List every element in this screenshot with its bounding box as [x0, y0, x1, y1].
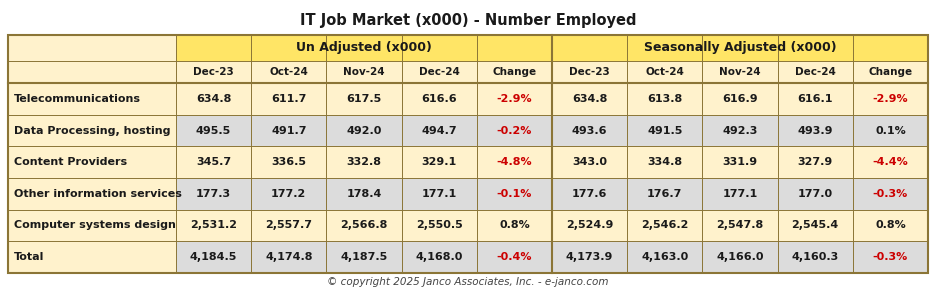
Text: 492.3: 492.3 — [723, 125, 757, 135]
Bar — [8, 35, 176, 83]
Text: 4,174.8: 4,174.8 — [265, 252, 313, 262]
Text: Total: Total — [14, 252, 44, 262]
Text: © copyright 2025 Janco Associates, Inc. - e-janco.com: © copyright 2025 Janco Associates, Inc. … — [328, 277, 608, 287]
Text: -4.8%: -4.8% — [497, 157, 533, 167]
Text: 343.0: 343.0 — [572, 157, 607, 167]
Text: Telecommunications: Telecommunications — [14, 94, 141, 104]
Text: Oct-24: Oct-24 — [270, 67, 308, 77]
Text: 2,545.4: 2,545.4 — [792, 220, 839, 230]
Text: 4,187.5: 4,187.5 — [341, 252, 388, 262]
Text: 177.3: 177.3 — [196, 189, 231, 199]
Text: 493.6: 493.6 — [572, 125, 607, 135]
Text: 177.1: 177.1 — [421, 189, 457, 199]
Text: Dec-23: Dec-23 — [569, 67, 610, 77]
Text: 494.7: 494.7 — [421, 125, 457, 135]
Text: Dec-23: Dec-23 — [193, 67, 234, 77]
Text: 0.1%: 0.1% — [875, 125, 906, 135]
Bar — [8, 61, 928, 83]
Bar — [8, 146, 176, 178]
Bar — [8, 241, 176, 273]
Text: 331.9: 331.9 — [723, 157, 757, 167]
Text: 0.8%: 0.8% — [875, 220, 906, 230]
Text: 634.8: 634.8 — [572, 94, 607, 104]
Bar — [8, 35, 928, 273]
Bar — [8, 115, 176, 146]
Text: 4,173.9: 4,173.9 — [566, 252, 613, 262]
Text: 178.4: 178.4 — [346, 189, 382, 199]
Bar — [176, 178, 928, 210]
Text: 611.7: 611.7 — [271, 94, 306, 104]
Text: 4,168.0: 4,168.0 — [416, 252, 463, 262]
Text: 491.5: 491.5 — [647, 125, 682, 135]
Text: 491.7: 491.7 — [271, 125, 307, 135]
Text: Data Processing, hosting: Data Processing, hosting — [14, 125, 170, 135]
Text: IT Job Market (x000) - Number Employed: IT Job Market (x000) - Number Employed — [300, 12, 636, 27]
Text: -2.9%: -2.9% — [497, 94, 533, 104]
Bar — [8, 210, 176, 241]
Text: 329.1: 329.1 — [421, 157, 457, 167]
Text: Content Providers: Content Providers — [14, 157, 127, 167]
Text: Oct-24: Oct-24 — [645, 67, 684, 77]
Bar — [176, 83, 928, 115]
Text: 613.8: 613.8 — [647, 94, 682, 104]
Text: -0.3%: -0.3% — [872, 252, 908, 262]
Text: 336.5: 336.5 — [271, 157, 306, 167]
Text: Seasonally Adjusted (x000): Seasonally Adjusted (x000) — [644, 42, 836, 55]
Text: 4,160.3: 4,160.3 — [792, 252, 839, 262]
Text: 177.0: 177.0 — [797, 189, 833, 199]
Text: 2,547.8: 2,547.8 — [716, 220, 764, 230]
Text: 495.5: 495.5 — [196, 125, 231, 135]
Bar — [176, 115, 928, 146]
Bar — [176, 146, 928, 178]
Text: 4,184.5: 4,184.5 — [190, 252, 238, 262]
Text: -0.3%: -0.3% — [872, 189, 908, 199]
Text: 617.5: 617.5 — [346, 94, 382, 104]
Text: 2,546.2: 2,546.2 — [641, 220, 689, 230]
Text: Nov-24: Nov-24 — [344, 67, 385, 77]
Text: 2,550.5: 2,550.5 — [416, 220, 462, 230]
Text: Other information services: Other information services — [14, 189, 182, 199]
Text: Computer systems design: Computer systems design — [14, 220, 176, 230]
Text: 2,566.8: 2,566.8 — [341, 220, 388, 230]
Text: 2,557.7: 2,557.7 — [265, 220, 313, 230]
Text: Nov-24: Nov-24 — [719, 67, 761, 77]
Text: 327.9: 327.9 — [797, 157, 833, 167]
Text: Change: Change — [869, 67, 913, 77]
Text: 493.9: 493.9 — [797, 125, 833, 135]
Text: 177.1: 177.1 — [723, 189, 757, 199]
Text: 2,531.2: 2,531.2 — [190, 220, 237, 230]
Text: 0.8%: 0.8% — [499, 220, 530, 230]
Text: Dec-24: Dec-24 — [418, 67, 460, 77]
Text: Change: Change — [492, 67, 536, 77]
Text: 176.7: 176.7 — [647, 189, 682, 199]
Bar — [8, 178, 176, 210]
Text: -0.2%: -0.2% — [497, 125, 532, 135]
Text: 492.0: 492.0 — [346, 125, 382, 135]
Bar — [176, 210, 928, 241]
Text: -4.4%: -4.4% — [872, 157, 908, 167]
Text: -2.9%: -2.9% — [872, 94, 908, 104]
Text: 4,166.0: 4,166.0 — [716, 252, 764, 262]
Text: 345.7: 345.7 — [196, 157, 231, 167]
Text: 177.6: 177.6 — [572, 189, 607, 199]
Text: -0.1%: -0.1% — [497, 189, 532, 199]
Bar — [176, 241, 928, 273]
Text: Un Adjusted (x000): Un Adjusted (x000) — [296, 42, 431, 55]
Text: 332.8: 332.8 — [346, 157, 382, 167]
Text: 2,524.9: 2,524.9 — [566, 220, 613, 230]
Bar — [8, 35, 928, 61]
Bar — [8, 83, 176, 115]
Text: -0.4%: -0.4% — [497, 252, 533, 262]
Text: 634.8: 634.8 — [196, 94, 231, 104]
Text: 4,163.0: 4,163.0 — [641, 252, 688, 262]
Text: 334.8: 334.8 — [647, 157, 682, 167]
Text: 616.1: 616.1 — [797, 94, 833, 104]
Text: 616.6: 616.6 — [421, 94, 457, 104]
Text: Dec-24: Dec-24 — [795, 67, 836, 77]
Text: 616.9: 616.9 — [723, 94, 758, 104]
Text: 177.2: 177.2 — [271, 189, 306, 199]
